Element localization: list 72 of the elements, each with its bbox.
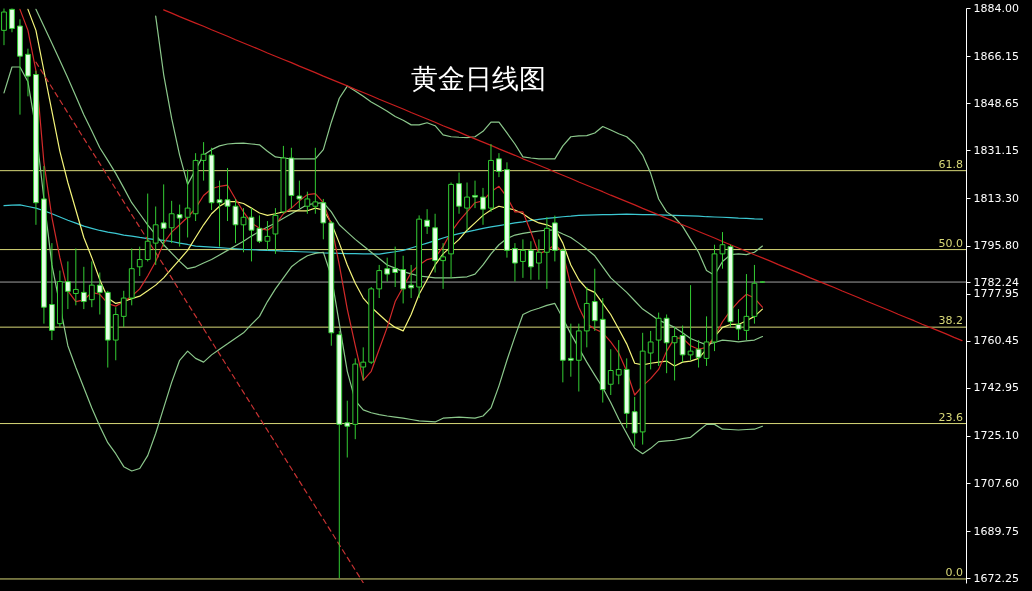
candlestick	[615, 339, 622, 385]
annotation: 0.0	[945, 565, 963, 579]
y-tick-label: 1831.15	[973, 143, 1019, 157]
y-tick-label: 1795.80	[973, 239, 1019, 253]
candlestick	[408, 264, 415, 299]
candlestick	[528, 240, 534, 281]
candlestick	[64, 260, 71, 310]
candlestick	[72, 248, 79, 306]
line-series	[155, 15, 764, 276]
line-series	[163, 9, 963, 342]
candlestick	[535, 238, 542, 281]
candlestick	[671, 326, 678, 381]
candlestick	[184, 169, 191, 238]
candlestick	[200, 141, 207, 182]
candlestick	[144, 193, 151, 262]
y-tick-label: 1672.25	[973, 571, 1019, 585]
candlestick	[687, 284, 694, 361]
y-tick-label: 1760.45	[973, 334, 1019, 348]
candlestick	[464, 182, 470, 231]
candlestick	[424, 208, 431, 235]
candlestick	[472, 180, 478, 209]
candlestick	[591, 268, 598, 332]
candlestick	[376, 264, 383, 299]
candlestick	[384, 257, 391, 283]
candlestick	[480, 187, 486, 226]
candlestick	[400, 255, 407, 304]
candlestick	[168, 200, 175, 244]
y-tick-label: 1689.75	[973, 524, 1019, 538]
candlestick	[456, 172, 462, 215]
candlestick	[80, 266, 87, 310]
y-tick-label: 1866.15	[973, 49, 1019, 63]
candlestick	[607, 348, 614, 396]
candlestick	[120, 290, 127, 328]
candlestick	[152, 205, 159, 266]
candlestick	[176, 204, 183, 248]
candlestick	[320, 198, 327, 240]
candlestick	[304, 191, 311, 215]
candlestick	[160, 183, 167, 248]
line-series	[3, 66, 764, 472]
y-tick-label: 1813.30	[973, 191, 1019, 205]
candlestick	[344, 400, 351, 458]
candlestick	[655, 312, 662, 367]
candlestick	[312, 147, 319, 215]
candlestick	[360, 346, 367, 381]
candlestick	[647, 330, 654, 370]
y-tick-label: 1848.65	[973, 96, 1019, 110]
y-tick-label: 1725.10	[973, 429, 1019, 443]
candlestick	[136, 246, 143, 277]
candlestick	[96, 271, 103, 315]
y-tick-label: 1884.00	[973, 1, 1019, 15]
text: 黄金日线图	[410, 63, 546, 94]
y-tick-label: 1742.95	[973, 381, 1019, 395]
annotation: 50.0	[938, 236, 963, 250]
candlestick	[679, 325, 686, 363]
annotation: 61.8	[938, 157, 963, 171]
y-tick-label: 1777.95	[973, 287, 1019, 301]
candlestick	[567, 323, 574, 378]
candlestick	[25, 48, 31, 97]
candlestick	[392, 246, 399, 288]
candlestick	[440, 242, 446, 290]
candlestick	[520, 238, 526, 279]
candlestick	[496, 152, 502, 178]
candlestick	[543, 216, 550, 290]
y-tick-label: 1782.24	[973, 275, 1019, 289]
candlestick	[296, 180, 303, 209]
candlestick	[88, 260, 95, 308]
candlestick	[631, 396, 638, 447]
annotation: 23.6	[938, 410, 963, 424]
annotation: 38.2	[938, 314, 963, 328]
candlestick	[512, 242, 518, 283]
y-tick-label: 1707.60	[973, 476, 1019, 490]
candlestick	[272, 207, 279, 255]
